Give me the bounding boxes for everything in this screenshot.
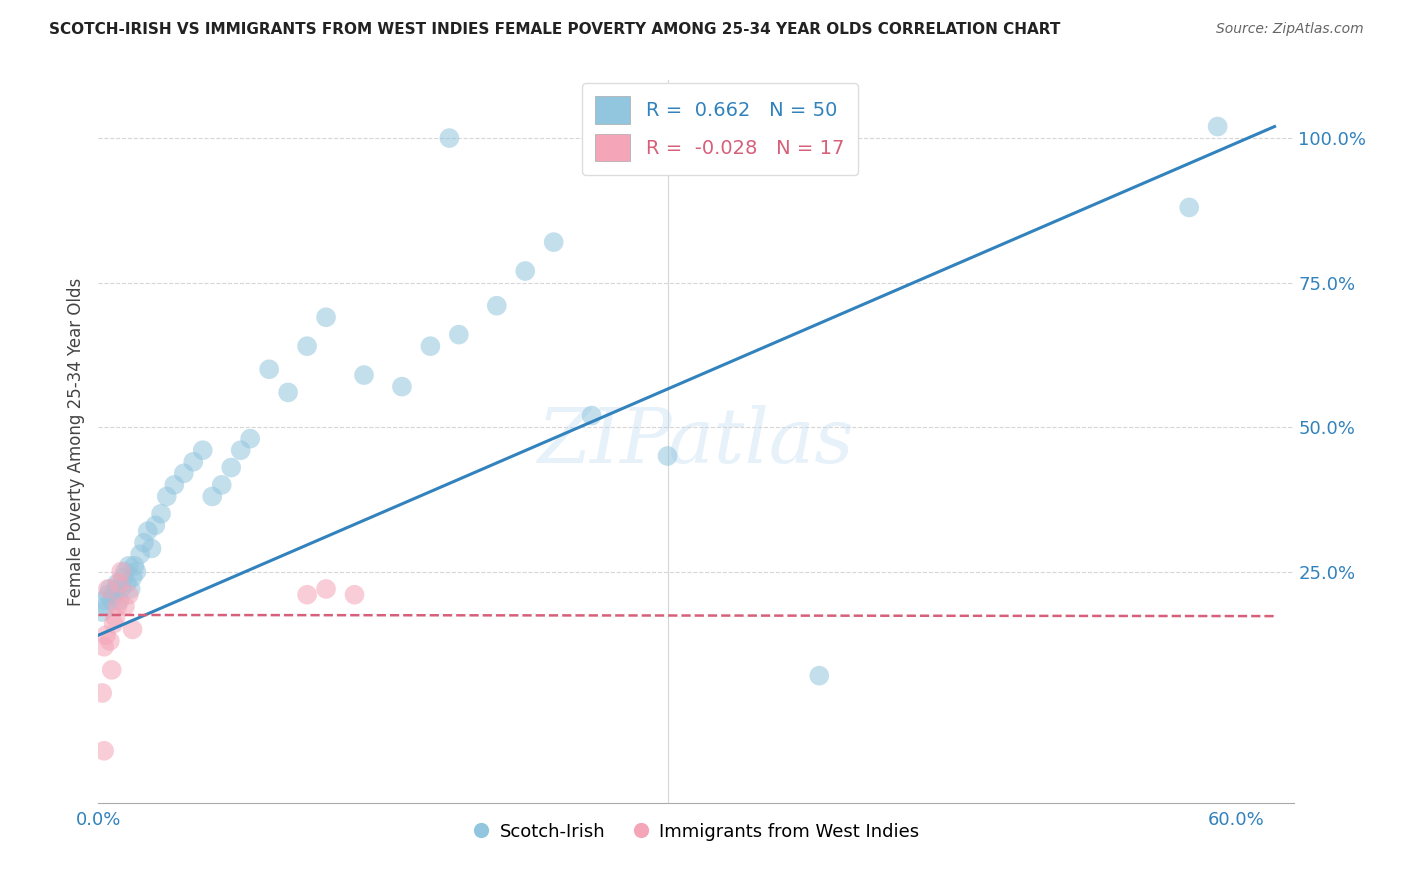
Point: [93, 593, 115, 607]
Point: [353, 368, 375, 382]
Point: [173, 467, 195, 481]
Point: [1178, 201, 1201, 215]
Point: [129, 547, 152, 561]
Point: [118, 558, 141, 573]
Text: ZIPatlas: ZIPatlas: [537, 405, 855, 478]
Point: [391, 379, 413, 393]
Point: [104, 582, 127, 596]
Point: [97, 588, 120, 602]
Point: [120, 582, 142, 596]
Point: [121, 623, 143, 637]
Point: [257, 362, 280, 376]
Text: Source: ZipAtlas.com: Source: ZipAtlas.com: [1216, 22, 1364, 37]
Point: [581, 409, 603, 423]
Point: [1206, 120, 1229, 134]
Point: [104, 611, 127, 625]
Point: [315, 310, 337, 325]
Point: [808, 668, 831, 682]
Point: [98, 582, 121, 596]
Text: SCOTCH-IRISH VS IMMIGRANTS FROM WEST INDIES FEMALE POVERTY AMONG 25-34 YEAR OLDS: SCOTCH-IRISH VS IMMIGRANTS FROM WEST IND…: [49, 22, 1060, 37]
Point: [295, 588, 318, 602]
Point: [239, 432, 262, 446]
Point: [543, 235, 565, 249]
Point: [100, 593, 122, 607]
Point: [114, 565, 136, 579]
Point: [115, 576, 138, 591]
Point: [112, 570, 135, 584]
Point: [94, 599, 117, 614]
Point: [143, 518, 166, 533]
Point: [277, 385, 299, 400]
Point: [94, 628, 117, 642]
Point: [121, 570, 143, 584]
Point: [103, 588, 125, 602]
Point: [211, 478, 233, 492]
Point: [150, 507, 173, 521]
Point: [114, 599, 136, 614]
Point: [515, 264, 537, 278]
Point: [105, 599, 128, 614]
Point: [108, 593, 131, 607]
Point: [419, 339, 441, 353]
Point: [93, 744, 115, 758]
Point: [132, 535, 155, 549]
Point: [110, 565, 132, 579]
Point: [93, 640, 115, 654]
Point: [229, 443, 252, 458]
Point: [156, 490, 179, 504]
Point: [315, 582, 337, 596]
Point: [91, 686, 114, 700]
Point: [136, 524, 159, 538]
Point: [118, 588, 141, 602]
Point: [163, 478, 186, 492]
Point: [125, 565, 148, 579]
Point: [485, 299, 508, 313]
Point: [97, 582, 120, 596]
Point: [201, 490, 224, 504]
Point: [219, 460, 242, 475]
Point: [105, 576, 128, 591]
Point: [110, 582, 132, 596]
Point: [103, 616, 125, 631]
Legend: Scotch-Irish, Immigrants from West Indies: Scotch-Irish, Immigrants from West Indie…: [465, 815, 927, 848]
Point: [100, 663, 122, 677]
Point: [98, 634, 121, 648]
Point: [191, 443, 214, 458]
Point: [657, 449, 679, 463]
Point: [108, 576, 131, 591]
Point: [439, 131, 461, 145]
Point: [141, 541, 163, 556]
Point: [124, 558, 146, 573]
Point: [447, 327, 470, 342]
Point: [343, 588, 366, 602]
Y-axis label: Female Poverty Among 25-34 Year Olds: Female Poverty Among 25-34 Year Olds: [66, 277, 84, 606]
Point: [91, 605, 114, 619]
Point: [295, 339, 318, 353]
Point: [181, 455, 204, 469]
